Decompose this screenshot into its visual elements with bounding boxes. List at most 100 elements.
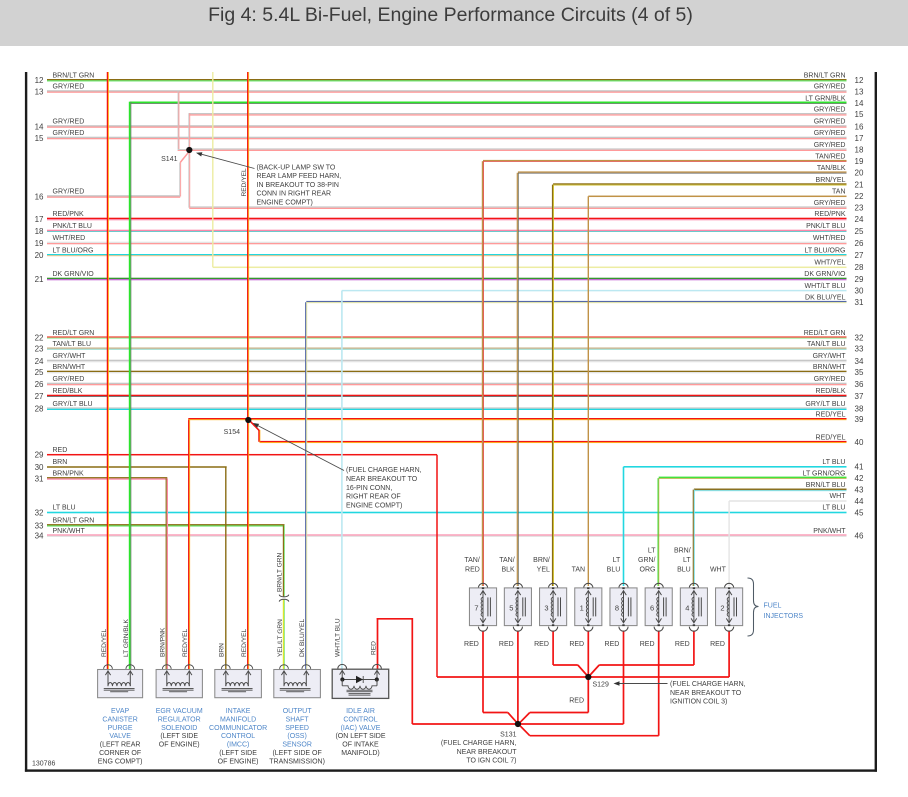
svg-text:35: 35 xyxy=(855,368,864,377)
svg-text:33: 33 xyxy=(35,521,44,530)
svg-text:RED/YEL: RED/YEL xyxy=(816,434,846,441)
svg-text:RED/YEL: RED/YEL xyxy=(241,628,248,657)
svg-text:OF ENGINE): OF ENGINE) xyxy=(159,742,200,749)
svg-text:GRY/WHT: GRY/WHT xyxy=(53,353,87,360)
svg-text:25: 25 xyxy=(35,368,44,377)
svg-text:22: 22 xyxy=(855,192,864,201)
svg-text:15: 15 xyxy=(855,110,864,119)
svg-text:WHT/RED: WHT/RED xyxy=(53,235,86,242)
svg-text:GRY/RED: GRY/RED xyxy=(53,376,85,383)
svg-text:16: 16 xyxy=(35,192,44,201)
svg-text:15: 15 xyxy=(35,134,44,143)
svg-text:4: 4 xyxy=(685,604,689,613)
svg-text:GRY/RED: GRY/RED xyxy=(814,107,846,114)
svg-text:BRN/LT GRN: BRN/LT GRN xyxy=(804,73,846,80)
svg-text:LT: LT xyxy=(683,557,691,564)
svg-text:GRY/RED: GRY/RED xyxy=(53,119,85,126)
svg-text:GRY/LT BLU: GRY/LT BLU xyxy=(805,401,845,408)
svg-text:Fig 4: 5.4L Bi-Fuel, Engine Pe: Fig 4: 5.4L Bi-Fuel, Engine Performance … xyxy=(208,4,693,26)
svg-text:32: 32 xyxy=(35,508,44,517)
svg-text:IDLE AIR: IDLE AIR xyxy=(346,708,375,715)
svg-text:33: 33 xyxy=(855,345,864,354)
svg-text:23: 23 xyxy=(35,345,44,354)
svg-text:17: 17 xyxy=(855,134,864,143)
svg-text:LT BLU/ORG: LT BLU/ORG xyxy=(53,248,94,255)
svg-text:BLU: BLU xyxy=(677,567,691,574)
svg-text:28: 28 xyxy=(855,263,864,272)
svg-text:31: 31 xyxy=(855,298,864,307)
svg-text:14: 14 xyxy=(855,99,864,108)
svg-text:45: 45 xyxy=(855,508,864,517)
svg-text:20: 20 xyxy=(855,169,864,178)
svg-text:(LEFT SIDE OF: (LEFT SIDE OF xyxy=(272,750,321,757)
svg-text:NEAR BREAKOUT TO: NEAR BREAKOUT TO xyxy=(346,476,418,483)
svg-text:(LEFT REAR: (LEFT REAR xyxy=(100,742,141,749)
svg-text:SHAFT: SHAFT xyxy=(286,716,310,723)
svg-text:TAN: TAN xyxy=(832,189,845,196)
svg-text:SOLENOID: SOLENOID xyxy=(161,725,197,732)
svg-text:RED: RED xyxy=(465,567,480,574)
svg-text:28: 28 xyxy=(35,405,44,414)
svg-text:6: 6 xyxy=(650,604,654,613)
svg-text:GRY/LT BLU: GRY/LT BLU xyxy=(53,401,93,408)
svg-text:30: 30 xyxy=(855,287,864,296)
svg-text:24: 24 xyxy=(35,357,44,366)
svg-text:RED: RED xyxy=(370,641,377,655)
svg-text:COMMUNICATOR: COMMUNICATOR xyxy=(209,725,267,732)
svg-text:RED: RED xyxy=(53,447,68,454)
svg-text:RED/PNK: RED/PNK xyxy=(53,211,84,218)
svg-text:GRY/RED: GRY/RED xyxy=(53,189,85,196)
svg-text:BRN/: BRN/ xyxy=(674,548,691,555)
svg-text:(IAC) VALVE: (IAC) VALVE xyxy=(341,725,381,732)
svg-text:36: 36 xyxy=(855,380,864,389)
svg-text:21: 21 xyxy=(35,275,44,284)
svg-text:BRN/WHT: BRN/WHT xyxy=(813,364,846,371)
svg-text:ENG COMPT): ENG COMPT) xyxy=(98,758,143,765)
svg-text:RED/PNK: RED/PNK xyxy=(814,211,845,218)
svg-text:46: 46 xyxy=(855,532,864,541)
svg-text:RED: RED xyxy=(675,641,690,648)
svg-text:GRN/: GRN/ xyxy=(638,557,656,564)
svg-text:YEL/LT GRN: YEL/LT GRN xyxy=(277,619,284,657)
svg-text:LT: LT xyxy=(613,557,621,564)
svg-text:REAR LAMP FEED HARN,: REAR LAMP FEED HARN, xyxy=(257,173,342,180)
svg-text:26: 26 xyxy=(35,380,44,389)
svg-text:RED/YEL: RED/YEL xyxy=(182,628,189,657)
svg-text:SENSOR: SENSOR xyxy=(282,742,312,749)
svg-text:ENGINE COMPT): ENGINE COMPT) xyxy=(257,200,313,207)
svg-text:16-PIN CONN,: 16-PIN CONN, xyxy=(346,485,392,492)
svg-text:MANIFOLD: MANIFOLD xyxy=(220,716,256,723)
svg-text:TAN/: TAN/ xyxy=(464,557,479,564)
svg-text:YEL: YEL xyxy=(537,567,550,574)
svg-text:(FUEL CHARGE HARN,: (FUEL CHARGE HARN, xyxy=(441,740,517,747)
svg-text:CANISTER: CANISTER xyxy=(102,716,137,723)
svg-text:TO IGN COIL 7): TO IGN COIL 7) xyxy=(466,758,516,765)
svg-text:GRY/RED: GRY/RED xyxy=(814,142,846,149)
svg-text:PURGE: PURGE xyxy=(108,725,133,732)
svg-text:26: 26 xyxy=(855,239,864,248)
svg-text:BRN/YEL: BRN/YEL xyxy=(816,177,846,184)
svg-text:TAN/LT BLU: TAN/LT BLU xyxy=(53,341,92,348)
svg-text:(FUEL CHARGE HARN,: (FUEL CHARGE HARN, xyxy=(670,681,746,688)
svg-text:34: 34 xyxy=(35,532,44,541)
svg-text:(IMCC): (IMCC) xyxy=(227,742,250,749)
svg-text:GRY/WHT: GRY/WHT xyxy=(813,353,847,360)
svg-text:BRN: BRN xyxy=(219,643,226,657)
svg-text:43: 43 xyxy=(855,486,864,495)
svg-text:INTAKE: INTAKE xyxy=(226,708,251,715)
svg-text:BRN: BRN xyxy=(53,459,68,466)
svg-text:(LEFT SIDE: (LEFT SIDE xyxy=(160,733,198,740)
svg-text:31: 31 xyxy=(35,474,44,483)
svg-text:VALVE: VALVE xyxy=(109,733,131,740)
svg-text:3: 3 xyxy=(544,604,548,613)
svg-text:SPEED: SPEED xyxy=(285,725,309,732)
svg-text:TAN/BLK: TAN/BLK xyxy=(817,165,846,172)
svg-text:DK BLU/YEL: DK BLU/YEL xyxy=(805,294,846,301)
svg-text:17: 17 xyxy=(35,215,44,224)
svg-text:GRY/RED: GRY/RED xyxy=(814,200,846,207)
svg-text:WHT/LT BLU: WHT/LT BLU xyxy=(335,618,342,657)
svg-text:BRN/LT GRN: BRN/LT GRN xyxy=(53,518,95,525)
svg-text:RED/BLK: RED/BLK xyxy=(816,388,846,395)
svg-text:LT BLU: LT BLU xyxy=(53,505,76,512)
svg-text:RED: RED xyxy=(499,641,514,648)
